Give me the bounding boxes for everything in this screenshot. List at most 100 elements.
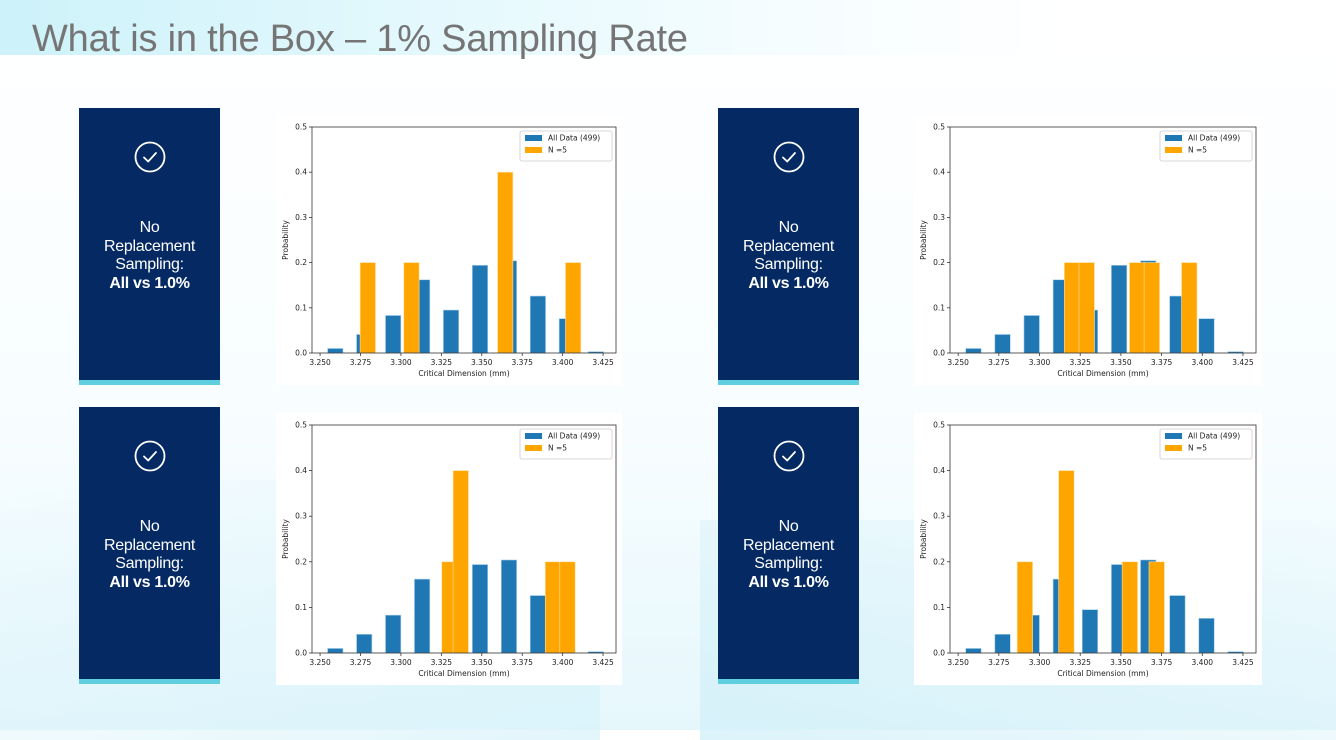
bar-all-data xyxy=(1169,595,1186,654)
card-line: Replacement xyxy=(104,237,195,255)
bar-all-data xyxy=(327,648,344,654)
bar-sample xyxy=(1143,262,1160,354)
x-axis-label: Critical Dimension (mm) xyxy=(1057,369,1148,378)
legend-swatch xyxy=(1165,445,1182,451)
card-line: Sampling: xyxy=(115,555,184,572)
x-tick-label: 3.350 xyxy=(1110,358,1132,367)
histogram-chart: 0.0 0.1 0.2 0.3 0.4 0.5 3.250 3.275 3.300 3.325 3.… xyxy=(276,115,622,385)
x-tick-label: 3.425 xyxy=(1232,358,1254,367)
card-highlight: All vs 1.0% xyxy=(748,274,829,292)
x-tick-label: 3.300 xyxy=(1029,658,1051,667)
legend: All Data (499) N =5 xyxy=(1159,130,1253,162)
card-text: No Replacement Sampling: All vs 1.0% xyxy=(79,518,220,592)
x-tick-label: 3.325 xyxy=(1069,358,1091,367)
legend-label: N =5 xyxy=(1188,146,1207,155)
bar-all-data xyxy=(1023,315,1040,354)
y-tick-label: 0.4 xyxy=(933,466,945,475)
check-circle-icon xyxy=(773,141,805,173)
x-tick-label: 3.375 xyxy=(1151,358,1173,367)
bar-all-data xyxy=(1198,318,1215,354)
header-band xyxy=(0,0,1336,55)
card-line: No xyxy=(778,219,799,236)
bar-sample xyxy=(1064,262,1081,354)
y-tick-label: 0.0 xyxy=(295,349,307,358)
legend-swatch xyxy=(1165,433,1182,439)
bar-sample xyxy=(1121,561,1138,654)
x-tick-label: 3.250 xyxy=(309,358,331,367)
legend-label: All Data (499) xyxy=(548,134,600,143)
y-tick-label: 0.1 xyxy=(295,303,307,312)
card-text: No Replacement Sampling: All vs 1.0% xyxy=(718,219,859,293)
y-tick-label: 0.1 xyxy=(295,603,307,612)
y-axis-label: Probability xyxy=(919,519,928,559)
x-tick-label: 3.300 xyxy=(390,658,412,667)
y-axis-label: Probability xyxy=(919,220,928,260)
bar-sample xyxy=(1058,470,1075,654)
legend-swatch xyxy=(525,147,542,153)
card-line: No xyxy=(139,219,160,236)
bar-all-data xyxy=(443,309,460,354)
x-tick-label: 3.300 xyxy=(390,358,412,367)
x-tick-label: 3.275 xyxy=(350,658,372,667)
x-tick-label: 3.375 xyxy=(511,658,533,667)
x-tick-label: 3.275 xyxy=(988,658,1010,667)
bar-sample xyxy=(1016,561,1033,654)
bar-all-data xyxy=(500,559,517,654)
y-tick-label: 0.3 xyxy=(933,512,945,521)
bar-sample xyxy=(1078,262,1095,354)
legend-label: All Data (499) xyxy=(1188,432,1240,441)
summary-card: No Replacement Sampling: All vs 1.0% xyxy=(79,108,220,385)
y-tick-label: 0.4 xyxy=(295,466,307,475)
bar-sample xyxy=(565,262,582,354)
legend-swatch xyxy=(1165,147,1182,153)
card-highlight: All vs 1.0% xyxy=(109,573,190,591)
x-tick-label: 3.425 xyxy=(592,358,614,367)
x-tick-label: 3.250 xyxy=(309,658,331,667)
card-line: Replacement xyxy=(104,536,195,554)
summary-card: No Replacement Sampling: All vs 1.0% xyxy=(718,407,859,684)
bar-all-data xyxy=(965,648,982,654)
bar-all-data xyxy=(385,614,402,654)
check-circle-icon xyxy=(134,141,166,173)
bar-all-data xyxy=(529,295,546,354)
summary-card: No Replacement Sampling: All vs 1.0% xyxy=(79,407,220,684)
bar-sample xyxy=(403,262,420,354)
slide-title: What is in the Box – 1% Sampling Rate xyxy=(32,18,688,60)
card-line: Sampling: xyxy=(115,256,184,273)
y-tick-label: 0.1 xyxy=(933,603,945,612)
histogram-svg: 0.0 0.1 0.2 0.3 0.4 0.5 3.250 3.275 3.300 3.325 3.… xyxy=(919,421,1257,678)
card-highlight: All vs 1.0% xyxy=(109,274,190,292)
x-tick-label: 3.400 xyxy=(552,358,574,367)
x-tick-label: 3.300 xyxy=(1029,358,1051,367)
bar-all-data xyxy=(356,634,373,654)
bar-sample xyxy=(497,171,514,354)
histogram-chart: 0.0 0.1 0.2 0.3 0.4 0.5 3.250 3.275 3.300 3.325 3.… xyxy=(914,413,1262,685)
x-tick-label: 3.350 xyxy=(471,358,493,367)
card-line: No xyxy=(139,518,160,535)
plot-frame xyxy=(311,126,617,354)
y-tick-label: 0.4 xyxy=(295,168,307,177)
y-tick-label: 0.3 xyxy=(933,213,945,222)
bar-all-data xyxy=(1111,265,1128,354)
y-tick-label: 0.2 xyxy=(933,258,945,267)
card-highlight: All vs 1.0% xyxy=(748,573,829,591)
check-circle-icon xyxy=(773,440,805,472)
bar-sample xyxy=(1181,262,1198,354)
check-circle-icon xyxy=(134,440,166,472)
y-axis-label: Probability xyxy=(281,519,290,559)
x-tick-label: 3.325 xyxy=(1069,658,1091,667)
x-tick-label: 3.400 xyxy=(1192,658,1214,667)
y-tick-label: 0.5 xyxy=(933,123,945,132)
legend-box xyxy=(519,130,613,162)
x-axis-label: Critical Dimension (mm) xyxy=(418,369,509,378)
histogram-svg: 0.0 0.1 0.2 0.3 0.4 0.5 3.250 3.275 3.300 3.325 3.… xyxy=(281,123,617,378)
y-tick-label: 0.2 xyxy=(295,557,307,566)
card-accent-stripe xyxy=(79,679,220,684)
legend: All Data (499) N =5 xyxy=(519,428,613,460)
legend-label: N =5 xyxy=(548,444,567,453)
y-tick-label: 0.3 xyxy=(295,213,307,222)
legend-box xyxy=(1159,130,1253,162)
bar-sample xyxy=(544,561,561,654)
bar-all-data xyxy=(994,334,1011,354)
y-tick-label: 0.5 xyxy=(295,123,307,132)
